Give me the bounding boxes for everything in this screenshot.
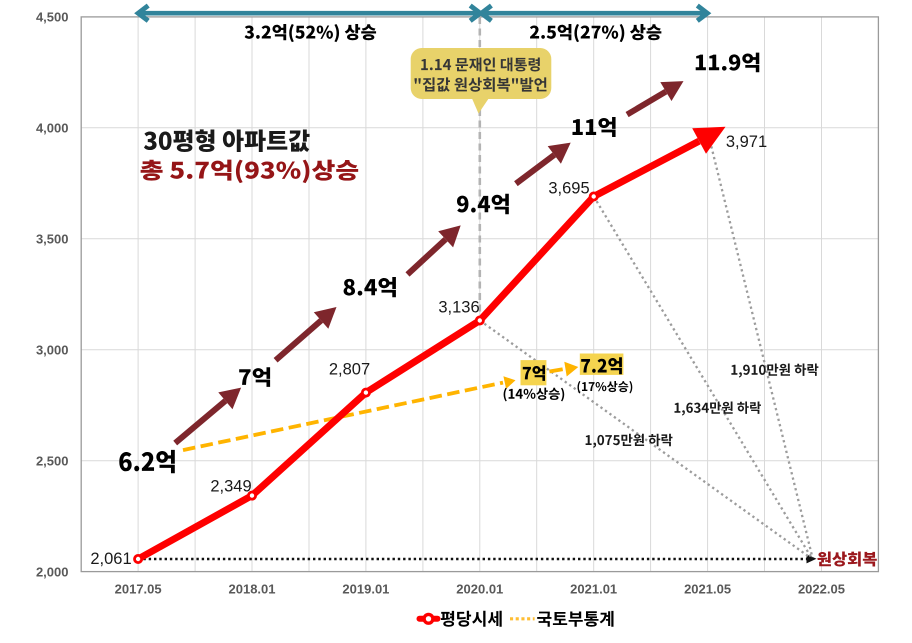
svg-text:2,061: 2,061 bbox=[90, 550, 131, 568]
svg-text:2021.05: 2021.05 bbox=[684, 582, 731, 597]
svg-text:2018.01: 2018.01 bbox=[229, 582, 276, 597]
svg-text:2021.01: 2021.01 bbox=[570, 582, 617, 597]
svg-text:3,136: 3,136 bbox=[438, 299, 479, 317]
svg-text:2,500: 2,500 bbox=[36, 453, 69, 468]
svg-text:3,000: 3,000 bbox=[36, 342, 69, 357]
svg-text:2019.01: 2019.01 bbox=[342, 582, 389, 597]
svg-text:2017.05: 2017.05 bbox=[115, 582, 162, 597]
svg-text:2,349: 2,349 bbox=[210, 477, 251, 495]
svg-text:4,000: 4,000 bbox=[36, 121, 69, 136]
svg-text:3,695: 3,695 bbox=[548, 180, 589, 198]
svg-text:3,971: 3,971 bbox=[726, 133, 767, 151]
svg-text:2022.05: 2022.05 bbox=[798, 582, 845, 597]
svg-text:4,500: 4,500 bbox=[36, 10, 69, 25]
svg-text:3,500: 3,500 bbox=[36, 231, 69, 246]
svg-text:2,807: 2,807 bbox=[329, 361, 370, 379]
svg-text:2020.01: 2020.01 bbox=[456, 582, 503, 597]
svg-text:2,000: 2,000 bbox=[36, 564, 69, 579]
